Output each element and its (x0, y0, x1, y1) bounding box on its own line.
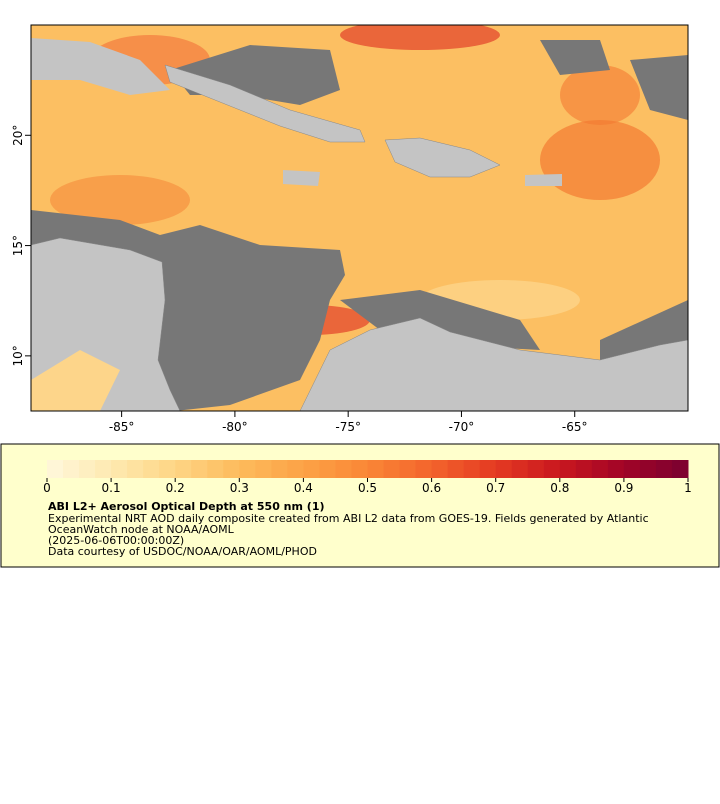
colorbar-step (591, 460, 609, 478)
legend-description: Experimental NRT AOD daily composite cre… (48, 512, 649, 525)
colorbar-step (399, 460, 417, 478)
colorbar-step (511, 460, 529, 478)
colorbar-step (255, 460, 272, 478)
colorbar-step (207, 460, 224, 478)
colorbar-step (63, 460, 80, 478)
legend-description: OceanWatch node at NOAA/AOML (48, 523, 235, 536)
colorbar-tick-label: 0 (43, 481, 51, 495)
x-tick-label: -75° (335, 420, 361, 434)
colorbar-step (271, 460, 288, 478)
colorbar-step (159, 460, 176, 478)
x-tick-label: -70° (449, 420, 475, 434)
colorbar-step (463, 460, 481, 478)
colorbar-tick-label: 0.5 (358, 481, 377, 495)
colorbar-step (239, 460, 256, 478)
colorbar-step (655, 460, 673, 478)
colorbar-step (575, 460, 593, 478)
colorbar-step (607, 460, 625, 478)
map-image (31, 25, 688, 411)
x-tick-label: -80° (222, 420, 248, 434)
x-tick-label: -65° (562, 420, 588, 434)
colorbar-step (95, 460, 112, 478)
colorbar-step (479, 460, 497, 478)
colorbar-step (431, 460, 449, 478)
colorbar-tick-label: 0.2 (166, 481, 185, 495)
colorbar-tick-label: 0.3 (230, 481, 249, 495)
colorbar-tick-label: 1 (684, 481, 692, 495)
colorbar-step (543, 460, 561, 478)
colorbar-step (223, 460, 240, 478)
colorbar-step (559, 460, 577, 478)
colorbar-step (351, 460, 368, 478)
legend-credit: Data courtesy of USDOC/NOAA/OAR/AOML/PHO… (48, 545, 317, 558)
legend-description: (2025-06-06T00:00:00Z) (48, 534, 184, 547)
colorbar-step (127, 460, 144, 478)
colorbar-tick-label: 0.8 (550, 481, 569, 495)
colorbar-tick-label: 0.9 (614, 481, 633, 495)
colorbar-tick-label: 0.6 (422, 481, 441, 495)
colorbar-step (415, 460, 433, 478)
colorbar-step (495, 460, 513, 478)
colorbar-step (319, 460, 336, 478)
colorbar-tick-label: 0.4 (294, 481, 313, 495)
colorbar-step (287, 460, 304, 478)
y-tick-label: 10° (11, 345, 25, 366)
x-tick-label: -85° (109, 420, 135, 434)
colorbar-tick-label: 0.1 (102, 481, 121, 495)
colorbar-step (303, 460, 320, 478)
colorbar-step (623, 460, 641, 478)
map-frame (30, 24, 689, 412)
colorbar-tick-label: 0.7 (486, 481, 505, 495)
colorbar-step (191, 460, 208, 478)
colorbar-step (383, 460, 401, 478)
colorbar-step (335, 460, 352, 478)
colorbar-step (111, 460, 128, 478)
colorbar-step (639, 460, 657, 478)
colorbar-step (143, 460, 160, 478)
colorbar-step (47, 460, 64, 478)
colorbar-step (447, 460, 465, 478)
colorbar-step (175, 460, 192, 478)
y-tick-label: 15° (11, 235, 25, 256)
y-tick-label: 20° (11, 125, 25, 146)
colorbar-step (527, 460, 545, 478)
legend-title: ABI L2+ Aerosol Optical Depth at 550 nm … (48, 500, 325, 513)
colorbar-step (367, 460, 385, 478)
colorbar-step (79, 460, 96, 478)
colorbar-step (671, 460, 689, 478)
